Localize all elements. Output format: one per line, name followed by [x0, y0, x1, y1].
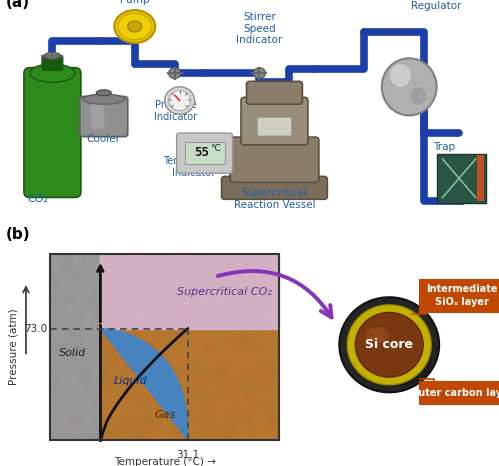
- Ellipse shape: [128, 21, 142, 32]
- FancyBboxPatch shape: [257, 117, 292, 136]
- FancyBboxPatch shape: [247, 82, 302, 104]
- Circle shape: [355, 313, 423, 377]
- Bar: [50, 254, 279, 440]
- Text: Temperature
Indicator: Temperature Indicator: [163, 157, 225, 178]
- Text: (a): (a): [6, 0, 30, 10]
- Text: Supercritical
Reaction Vessel: Supercritical Reaction Vessel: [234, 188, 315, 210]
- Text: 73.0: 73.0: [24, 323, 47, 334]
- Text: Pressure
Indicator: Pressure Indicator: [154, 100, 197, 122]
- Text: 55: 55: [195, 146, 210, 159]
- Ellipse shape: [114, 10, 155, 43]
- Ellipse shape: [365, 327, 389, 343]
- Text: CO₂: CO₂: [27, 194, 48, 204]
- Bar: [477, 155, 484, 201]
- Ellipse shape: [410, 87, 426, 105]
- Text: Pressure (atm): Pressure (atm): [9, 309, 19, 385]
- FancyBboxPatch shape: [185, 142, 225, 164]
- Polygon shape: [100, 254, 279, 329]
- Ellipse shape: [118, 13, 152, 40]
- Circle shape: [339, 297, 439, 392]
- Text: 31.1: 31.1: [176, 450, 199, 460]
- Circle shape: [347, 305, 431, 385]
- Text: Trap: Trap: [433, 142, 455, 152]
- Circle shape: [357, 312, 390, 344]
- Text: Liquid: Liquid: [113, 376, 147, 386]
- Text: Outer carbon layer: Outer carbon layer: [410, 388, 499, 398]
- Text: Solid: Solid: [59, 349, 86, 358]
- Text: Cooler: Cooler: [87, 134, 121, 144]
- FancyBboxPatch shape: [42, 55, 63, 70]
- FancyBboxPatch shape: [437, 154, 486, 203]
- FancyBboxPatch shape: [80, 96, 128, 137]
- Ellipse shape: [390, 64, 411, 87]
- Circle shape: [169, 68, 181, 79]
- FancyBboxPatch shape: [91, 104, 104, 129]
- FancyBboxPatch shape: [230, 137, 319, 182]
- Ellipse shape: [30, 64, 75, 82]
- Text: Intermediate
SiOₓ layer: Intermediate SiOₓ layer: [426, 284, 498, 307]
- PathPatch shape: [100, 329, 188, 440]
- Ellipse shape: [96, 90, 111, 96]
- Ellipse shape: [83, 94, 125, 104]
- FancyBboxPatch shape: [24, 68, 81, 198]
- Text: Supercritical CO₂: Supercritical CO₂: [177, 287, 272, 297]
- Circle shape: [169, 90, 191, 110]
- Ellipse shape: [382, 58, 437, 116]
- Text: (b): (b): [6, 227, 30, 242]
- FancyBboxPatch shape: [419, 279, 499, 312]
- Polygon shape: [100, 329, 188, 440]
- FancyBboxPatch shape: [222, 177, 327, 199]
- Text: Back
Pressure
Regulator: Back Pressure Regulator: [411, 0, 462, 11]
- Text: Pump: Pump: [120, 0, 150, 5]
- Text: Gas: Gas: [154, 410, 175, 419]
- Circle shape: [165, 87, 195, 114]
- FancyBboxPatch shape: [419, 381, 499, 404]
- Text: °C: °C: [210, 144, 221, 153]
- Circle shape: [377, 333, 432, 385]
- FancyBboxPatch shape: [241, 97, 308, 145]
- Circle shape: [253, 68, 265, 79]
- FancyBboxPatch shape: [177, 133, 233, 173]
- Ellipse shape: [44, 53, 60, 59]
- Text: Si core: Si core: [365, 338, 413, 351]
- Text: Stirrer
Speed
Indicator: Stirrer Speed Indicator: [237, 12, 282, 45]
- Circle shape: [360, 315, 387, 341]
- Text: Temperature (°C) →: Temperature (°C) →: [114, 457, 216, 466]
